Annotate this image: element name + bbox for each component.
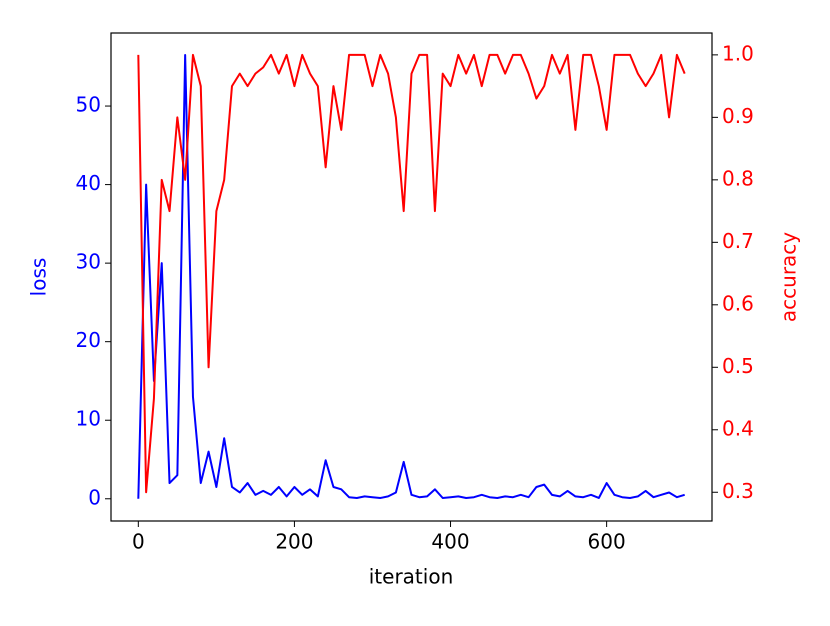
y2-tick-label: 0.6 xyxy=(722,291,754,315)
y-tick-label: 0 xyxy=(88,485,101,509)
y2-tick-label: 0.5 xyxy=(722,354,754,378)
x-axis-label: iteration xyxy=(369,565,454,589)
y-tick-label: 50 xyxy=(76,93,101,117)
x-tick-label: 600 xyxy=(588,530,626,554)
y2-tick-label: 0.4 xyxy=(722,416,754,440)
y2-tick-label: 1.0 xyxy=(722,41,754,65)
y2-tick-label: 0.8 xyxy=(722,166,754,190)
y-tick-label: 30 xyxy=(76,250,101,274)
y-tick-label: 40 xyxy=(76,171,101,195)
y-tick-label: 10 xyxy=(76,407,101,431)
y2-tick-label: 0.7 xyxy=(722,229,754,253)
data-line xyxy=(137,53,686,494)
data-line xyxy=(137,53,685,499)
x-tick-label: 400 xyxy=(431,530,469,554)
plot-frame xyxy=(110,32,713,522)
y2-tick-label: 0.9 xyxy=(722,104,754,128)
x-tick-label: 200 xyxy=(275,530,313,554)
y2-axis-label: accuracy xyxy=(777,232,801,322)
y-tick-label: 20 xyxy=(76,328,101,352)
y-axis-label: loss xyxy=(27,258,51,297)
y2-tick-label: 0.3 xyxy=(722,479,754,503)
x-tick-label: 0 xyxy=(132,530,145,554)
